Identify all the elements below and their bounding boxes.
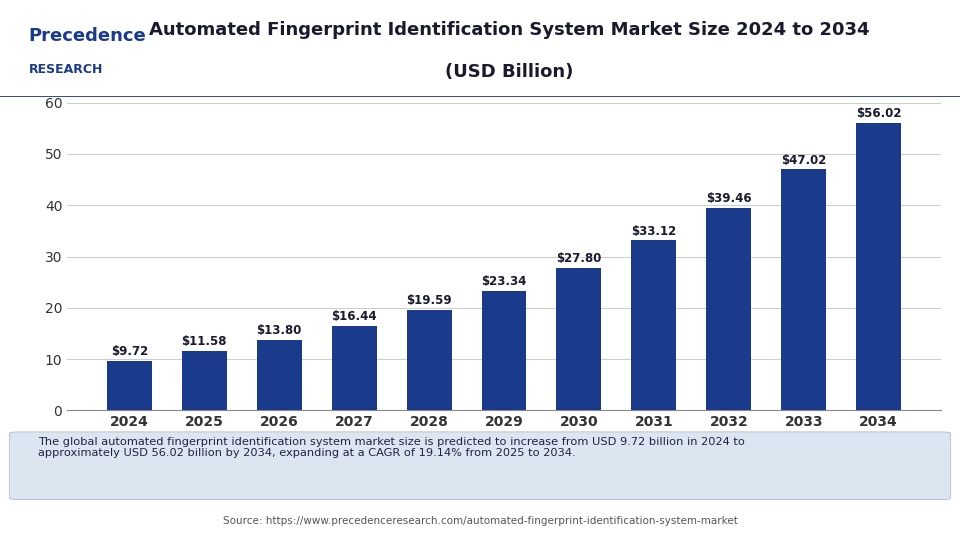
Text: Source: https://www.precedenceresearch.com/automated-fingerprint-identification-: Source: https://www.precedenceresearch.c…: [223, 516, 737, 526]
Text: RESEARCH: RESEARCH: [29, 63, 103, 76]
Text: $9.72: $9.72: [110, 345, 148, 358]
Text: $39.46: $39.46: [706, 192, 752, 205]
Bar: [482, 291, 526, 410]
Bar: [557, 268, 601, 410]
Bar: [707, 208, 752, 410]
Bar: [107, 361, 152, 410]
Bar: [181, 351, 227, 410]
Bar: [256, 340, 301, 410]
Text: $13.80: $13.80: [256, 324, 301, 337]
Text: Automated Fingerprint Identification System Market Size 2024 to 2034: Automated Fingerprint Identification Sys…: [149, 22, 869, 39]
Text: $56.02: $56.02: [856, 107, 901, 120]
Bar: [781, 169, 827, 410]
Text: $27.80: $27.80: [556, 252, 602, 265]
FancyBboxPatch shape: [10, 432, 950, 500]
Text: The global automated fingerprint identification system market size is predicted : The global automated fingerprint identif…: [38, 437, 745, 458]
Bar: [856, 123, 901, 410]
Text: $23.34: $23.34: [481, 275, 527, 288]
Text: (USD Billion): (USD Billion): [444, 63, 573, 81]
Bar: [407, 310, 451, 410]
Text: $33.12: $33.12: [632, 225, 677, 238]
Text: $11.58: $11.58: [181, 335, 228, 348]
Bar: [331, 326, 376, 410]
Text: Precedence: Precedence: [29, 27, 147, 45]
Text: $16.44: $16.44: [331, 310, 377, 323]
Bar: [632, 240, 677, 410]
Text: $47.02: $47.02: [781, 153, 827, 167]
Text: $19.59: $19.59: [406, 294, 452, 307]
